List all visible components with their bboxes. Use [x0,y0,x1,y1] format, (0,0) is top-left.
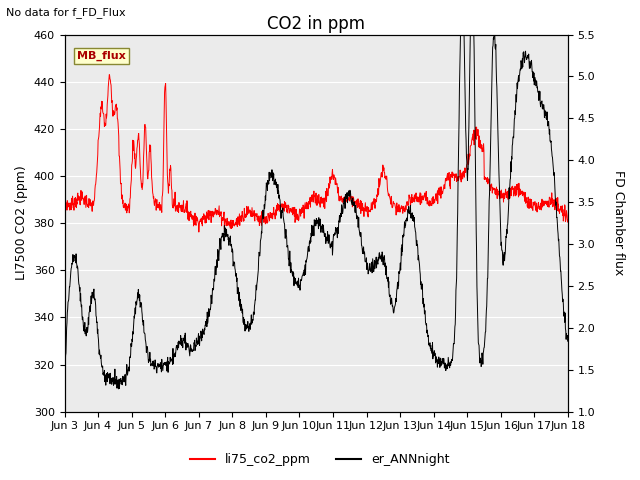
Text: No data for f_FD_Flux: No data for f_FD_Flux [6,7,126,18]
Text: MB_flux: MB_flux [77,51,126,61]
Title: CO2 in ppm: CO2 in ppm [267,15,365,33]
Legend: li75_co2_ppm, er_ANNnight: li75_co2_ppm, er_ANNnight [186,448,454,471]
Y-axis label: LI7500 CO2 (ppm): LI7500 CO2 (ppm) [15,166,28,280]
Y-axis label: FD Chamber flux: FD Chamber flux [612,170,625,276]
